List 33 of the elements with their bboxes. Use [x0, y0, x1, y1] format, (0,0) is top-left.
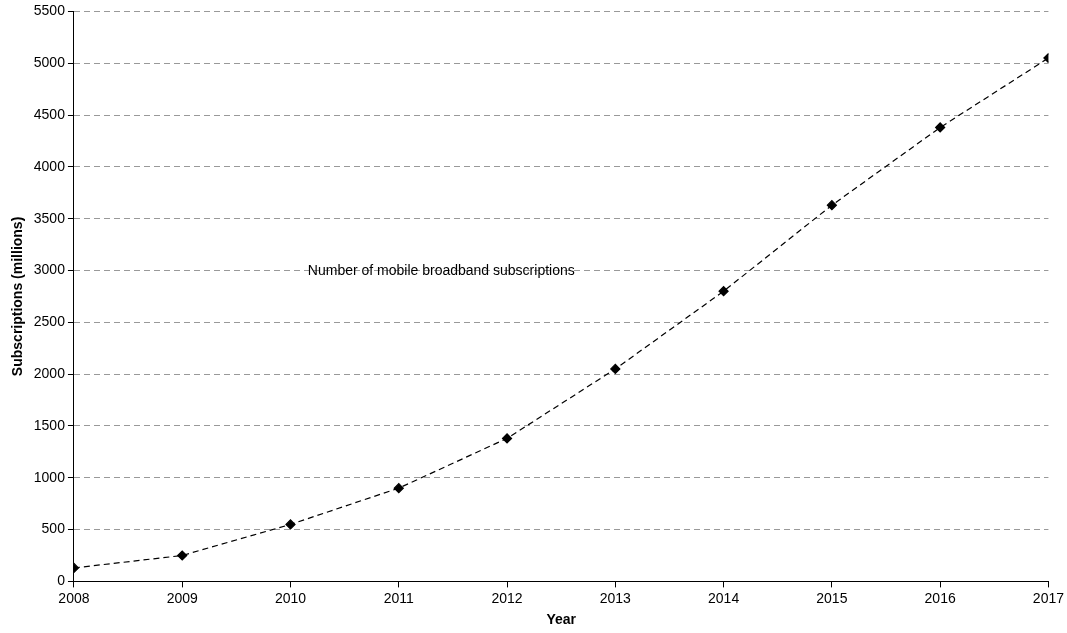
y-tick-label: 2000	[33, 364, 66, 381]
point	[501, 433, 513, 444]
y-tick-label: 3500	[33, 209, 66, 226]
y-axis-title: Subscriptions (millions)	[9, 216, 26, 377]
point	[718, 286, 729, 297]
y-tick-label: 500	[41, 520, 66, 537]
point	[393, 483, 404, 494]
x-axis-title: Year	[546, 611, 577, 628]
y-tick-label: 5000	[33, 54, 66, 71]
y-tick-label: 4000	[33, 157, 66, 174]
x-tick-label: 2010	[274, 589, 307, 606]
point	[610, 363, 621, 375]
x-tick-label: 2014	[708, 589, 740, 606]
x-tick-label: 2013	[599, 589, 632, 606]
y-tick-label: 4500	[33, 105, 66, 122]
point	[935, 122, 946, 133]
y-tick-label: 0	[57, 572, 66, 589]
x-tick-label: 2012	[491, 589, 523, 606]
y-tick-label: 1500	[33, 416, 66, 433]
y-tick-label: 1000	[33, 468, 66, 485]
point	[177, 550, 188, 561]
x-tick-label: 2015	[816, 589, 848, 606]
x-tick-label: 2016	[924, 589, 956, 606]
y-tick-label: 5500	[33, 2, 66, 19]
y-tick-label: 2500	[33, 313, 66, 330]
y-tick-label: 3000	[33, 261, 66, 278]
x-tick-label: 2009	[166, 589, 198, 606]
point	[826, 200, 837, 211]
x-tick-label: 2008	[58, 589, 90, 606]
point	[285, 519, 296, 530]
x-tick-label: 2011	[383, 589, 415, 606]
text: Number of mobile broadband subscriptions	[307, 261, 575, 278]
x-tick-label: 2017	[1032, 589, 1065, 606]
